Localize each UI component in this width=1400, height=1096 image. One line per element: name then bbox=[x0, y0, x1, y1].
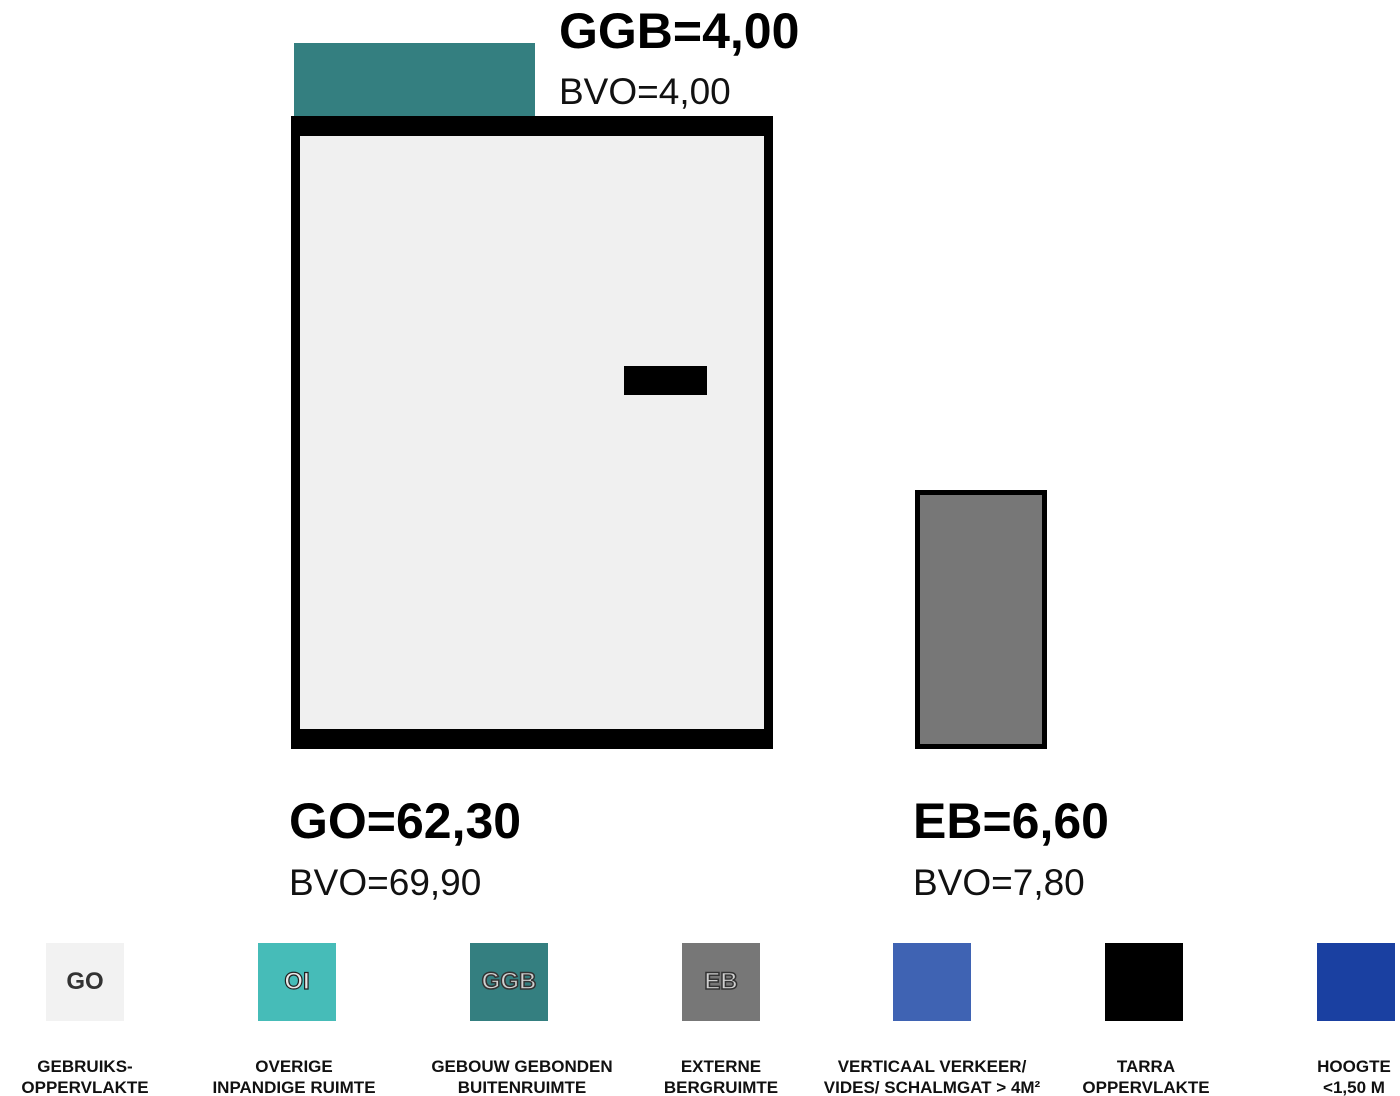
legend-label-line: OPPERVLAKTE bbox=[21, 1078, 149, 1096]
legend-label-line: VERTICAAL VERKEER/ bbox=[837, 1057, 1027, 1076]
legend-swatch-eb: EB bbox=[682, 943, 760, 1021]
legend-label-eb: EXTERNE BERGRUIMTE bbox=[591, 1056, 851, 1096]
legend-label-line: OVERIGE bbox=[255, 1057, 333, 1076]
go-area-shape bbox=[291, 116, 773, 749]
legend-label-line: VIDES/ SCHALMGAT > 4M² bbox=[823, 1078, 1041, 1096]
legend-label-go: GEBRUIKS- OPPERVLAKTE bbox=[0, 1056, 215, 1096]
legend-code-ggb: GGB bbox=[481, 967, 537, 996]
legend-code-oi: OI bbox=[284, 967, 311, 995]
legend-label-line: GEBOUW GEBONDEN bbox=[431, 1057, 613, 1076]
legend-label-line: GEBRUIKS- bbox=[37, 1057, 133, 1076]
go-area-bvo: BVO=69,90 bbox=[289, 862, 482, 903]
legend-label-line: <1,50 M bbox=[1323, 1078, 1385, 1096]
legend-label-line: EXTERNE bbox=[680, 1057, 762, 1076]
legend-label-oi: OVERIGE INPANDIGE RUIMTE bbox=[164, 1056, 424, 1096]
legend-code-go: GO bbox=[66, 968, 104, 995]
legend-label-line: INPANDIGE RUIMTE bbox=[212, 1078, 376, 1096]
legend-label-vertical-traffic: VERTICAAL VERKEER/ VIDES/ SCHALMGAT > 4M… bbox=[802, 1056, 1062, 1096]
eb-area-shape bbox=[915, 490, 1047, 749]
legend-code-eb: EB bbox=[704, 967, 739, 996]
ggb-area-shape bbox=[294, 43, 535, 118]
legend-swatch-tarra bbox=[1105, 943, 1183, 1021]
ggb-area-title: GGB=4,00 bbox=[559, 3, 800, 59]
legend-label-line: TARRA bbox=[1116, 1057, 1176, 1076]
ggb-area-bvo: BVO=4,00 bbox=[559, 71, 731, 112]
go-area-title: GO=62,30 bbox=[289, 793, 522, 849]
legend-swatch-vertical-traffic bbox=[893, 943, 971, 1021]
legend-label-ggb: GEBOUW GEBONDEN BUITENRUIMTE bbox=[392, 1056, 652, 1096]
legend-label-line: OPPERVLAKTE bbox=[1082, 1078, 1210, 1096]
legend-swatch-go: GO bbox=[46, 943, 124, 1021]
legend-label-line: HOOGTE bbox=[1317, 1057, 1391, 1076]
tarra-area-shape bbox=[624, 366, 707, 395]
legend-swatch-height bbox=[1317, 943, 1395, 1021]
legend-label-tarra: TARRA OPPERVLAKTE bbox=[1016, 1056, 1276, 1096]
legend-label-line: BUITENRUIMTE bbox=[457, 1078, 587, 1096]
legend-label-height: HOOGTE <1,50 M bbox=[1284, 1056, 1400, 1096]
legend-swatch-oi: OI bbox=[258, 943, 336, 1021]
eb-area-bvo: BVO=7,80 bbox=[913, 862, 1085, 903]
legend-label-line: BERGRUIMTE bbox=[663, 1078, 779, 1096]
legend-swatch-ggb: GGB bbox=[470, 943, 548, 1021]
eb-area-title: EB=6,60 bbox=[913, 793, 1109, 849]
